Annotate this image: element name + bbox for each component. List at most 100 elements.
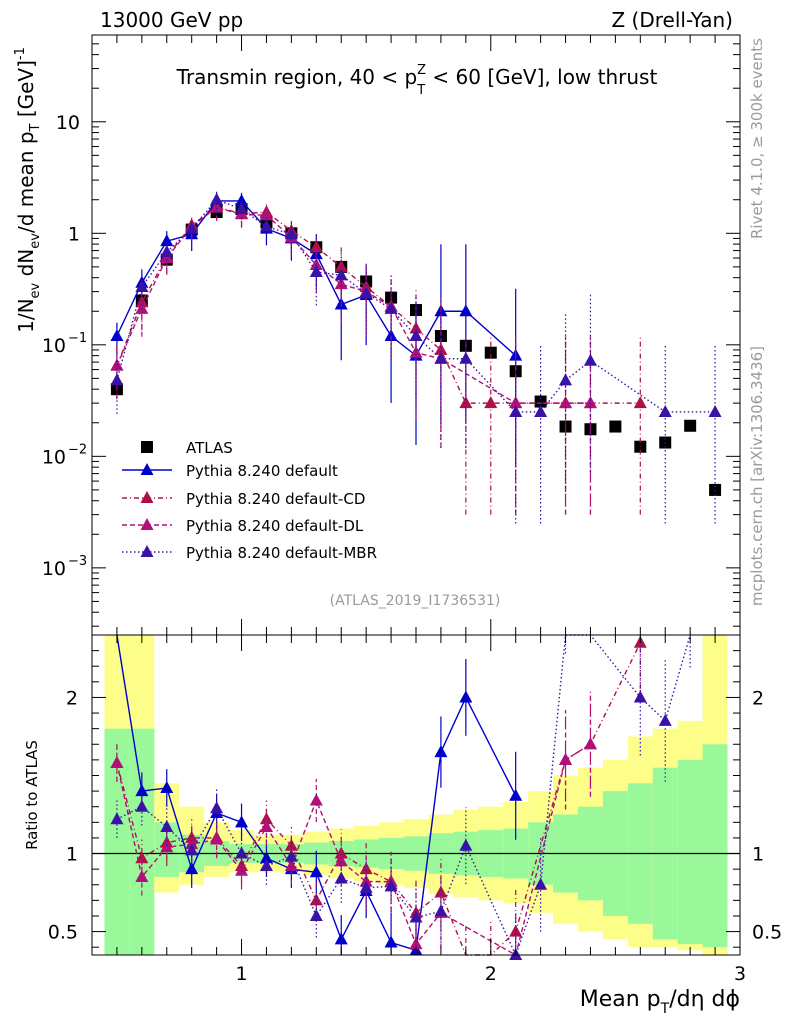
data-point	[633, 396, 647, 409]
data-point	[235, 193, 249, 206]
ratio-point	[210, 801, 224, 814]
ratio-point	[309, 793, 323, 806]
ratio-point	[235, 863, 249, 876]
data-point	[210, 192, 224, 205]
data-point	[709, 483, 722, 496]
x-tick-label: 3	[734, 963, 746, 985]
series-line	[116, 206, 641, 404]
ratio-point	[309, 865, 323, 878]
ratio-point	[185, 843, 199, 856]
data-point	[559, 373, 573, 386]
ratio-point	[534, 877, 548, 890]
data-point	[359, 286, 373, 299]
ratio-point	[185, 837, 199, 850]
ratio-axes: 0.5 0.5 1 1 2 2 1 2 3	[48, 634, 782, 985]
data-point	[334, 268, 348, 281]
data-point	[135, 279, 149, 292]
data-point	[309, 264, 323, 277]
ratio-point	[135, 784, 149, 797]
chart-title: Transmin region, 40 < pTZ < 60 [GeV], lo…	[176, 63, 658, 98]
ratio-line	[116, 634, 517, 952]
side-label-mcplots: mcplots.cern.ch [arXiv:1306.3436]	[748, 346, 766, 606]
side-label-rivet: Rivet 4.1.0, ≥ 300k events	[748, 38, 766, 239]
legend: ATLAS Pythia 8.240 default Pythia 8.240 de…	[122, 439, 377, 562]
data-point	[609, 420, 622, 433]
ratio-y-tick-label: 1	[66, 844, 78, 866]
ratio-series-dl	[110, 691, 597, 957]
ratio-point	[459, 690, 473, 703]
ratio-point	[160, 820, 174, 832]
ratio-point	[259, 851, 273, 864]
legend-marker	[141, 441, 153, 453]
ratio-y-tick-label: 0.5	[48, 922, 78, 944]
ratio-point	[110, 756, 124, 768]
data-point	[409, 345, 423, 358]
ratio-point	[259, 859, 273, 872]
data-point	[484, 346, 497, 359]
uncertainty-band-inner	[677, 759, 703, 945]
ratio-panel: 0.5 0.5 1 1 2 2 1 2 3 Ratio to ATLAS Mean pT/dη …	[23, 634, 782, 1017]
y-tick-exponent: −3	[68, 554, 87, 569]
ratio-point	[509, 788, 523, 801]
ratio-point	[210, 832, 224, 845]
data-point	[409, 328, 423, 341]
ratio-point	[110, 812, 124, 825]
data-point	[259, 219, 273, 232]
data-point	[259, 208, 273, 221]
series-line	[116, 206, 591, 404]
legend-marker	[140, 518, 154, 530]
data-point	[459, 304, 473, 317]
ratio-point	[160, 780, 174, 793]
data-point	[434, 351, 448, 364]
ratio-point	[334, 932, 348, 945]
series-default	[110, 192, 523, 468]
legend-label: Pythia 8.240 default-MBR	[186, 544, 377, 562]
ratio-point	[235, 846, 249, 859]
ratio-point	[434, 904, 448, 917]
y-tick-label: 1	[68, 223, 80, 245]
ratio-marks	[92, 634, 740, 960]
data-point	[235, 202, 249, 215]
data-point	[484, 396, 498, 409]
data-point	[684, 419, 697, 432]
data-point	[708, 404, 722, 417]
header-right: Z (Drell-Yan)	[611, 8, 733, 32]
data-point	[658, 404, 672, 417]
data-point	[160, 251, 174, 264]
ratio-point	[135, 799, 149, 812]
ratio-y-axis-label: Ratio to ATLAS	[23, 740, 41, 850]
data-point	[534, 395, 547, 408]
ratio-point	[658, 713, 672, 726]
legend-marker	[140, 545, 154, 557]
ratio-y-tick-label: 2	[66, 687, 78, 709]
ratio-point	[384, 879, 398, 892]
uncertainty-band-inner	[129, 728, 155, 955]
y-tick-label: 10	[56, 112, 80, 134]
ratio-point	[633, 690, 647, 703]
ratio-point	[235, 815, 249, 828]
ratio-y-tick-label-right: 1	[752, 844, 764, 866]
data-point	[583, 396, 597, 409]
data-point	[459, 351, 473, 364]
ratio-point	[434, 745, 448, 758]
ratio-point	[359, 874, 373, 887]
data-point	[160, 244, 174, 257]
ratio-point	[259, 820, 273, 832]
y-tick-label: 10	[42, 558, 66, 580]
ratio-point	[459, 838, 473, 851]
uncertainty-band-inner	[702, 744, 728, 948]
ratio-point	[559, 752, 573, 765]
legend-label: Pythia 8.240 default	[186, 462, 338, 480]
data-point	[334, 277, 348, 290]
ratio-y-tick-label-right: 2	[752, 687, 764, 709]
data-point	[384, 328, 398, 341]
x-axis-label: Mean pT/dη dϕ	[580, 987, 740, 1017]
ratio-point	[409, 910, 423, 923]
data-point	[583, 353, 597, 366]
ratio-point	[359, 880, 373, 893]
data-point	[284, 227, 298, 240]
ratio-point	[309, 893, 323, 906]
